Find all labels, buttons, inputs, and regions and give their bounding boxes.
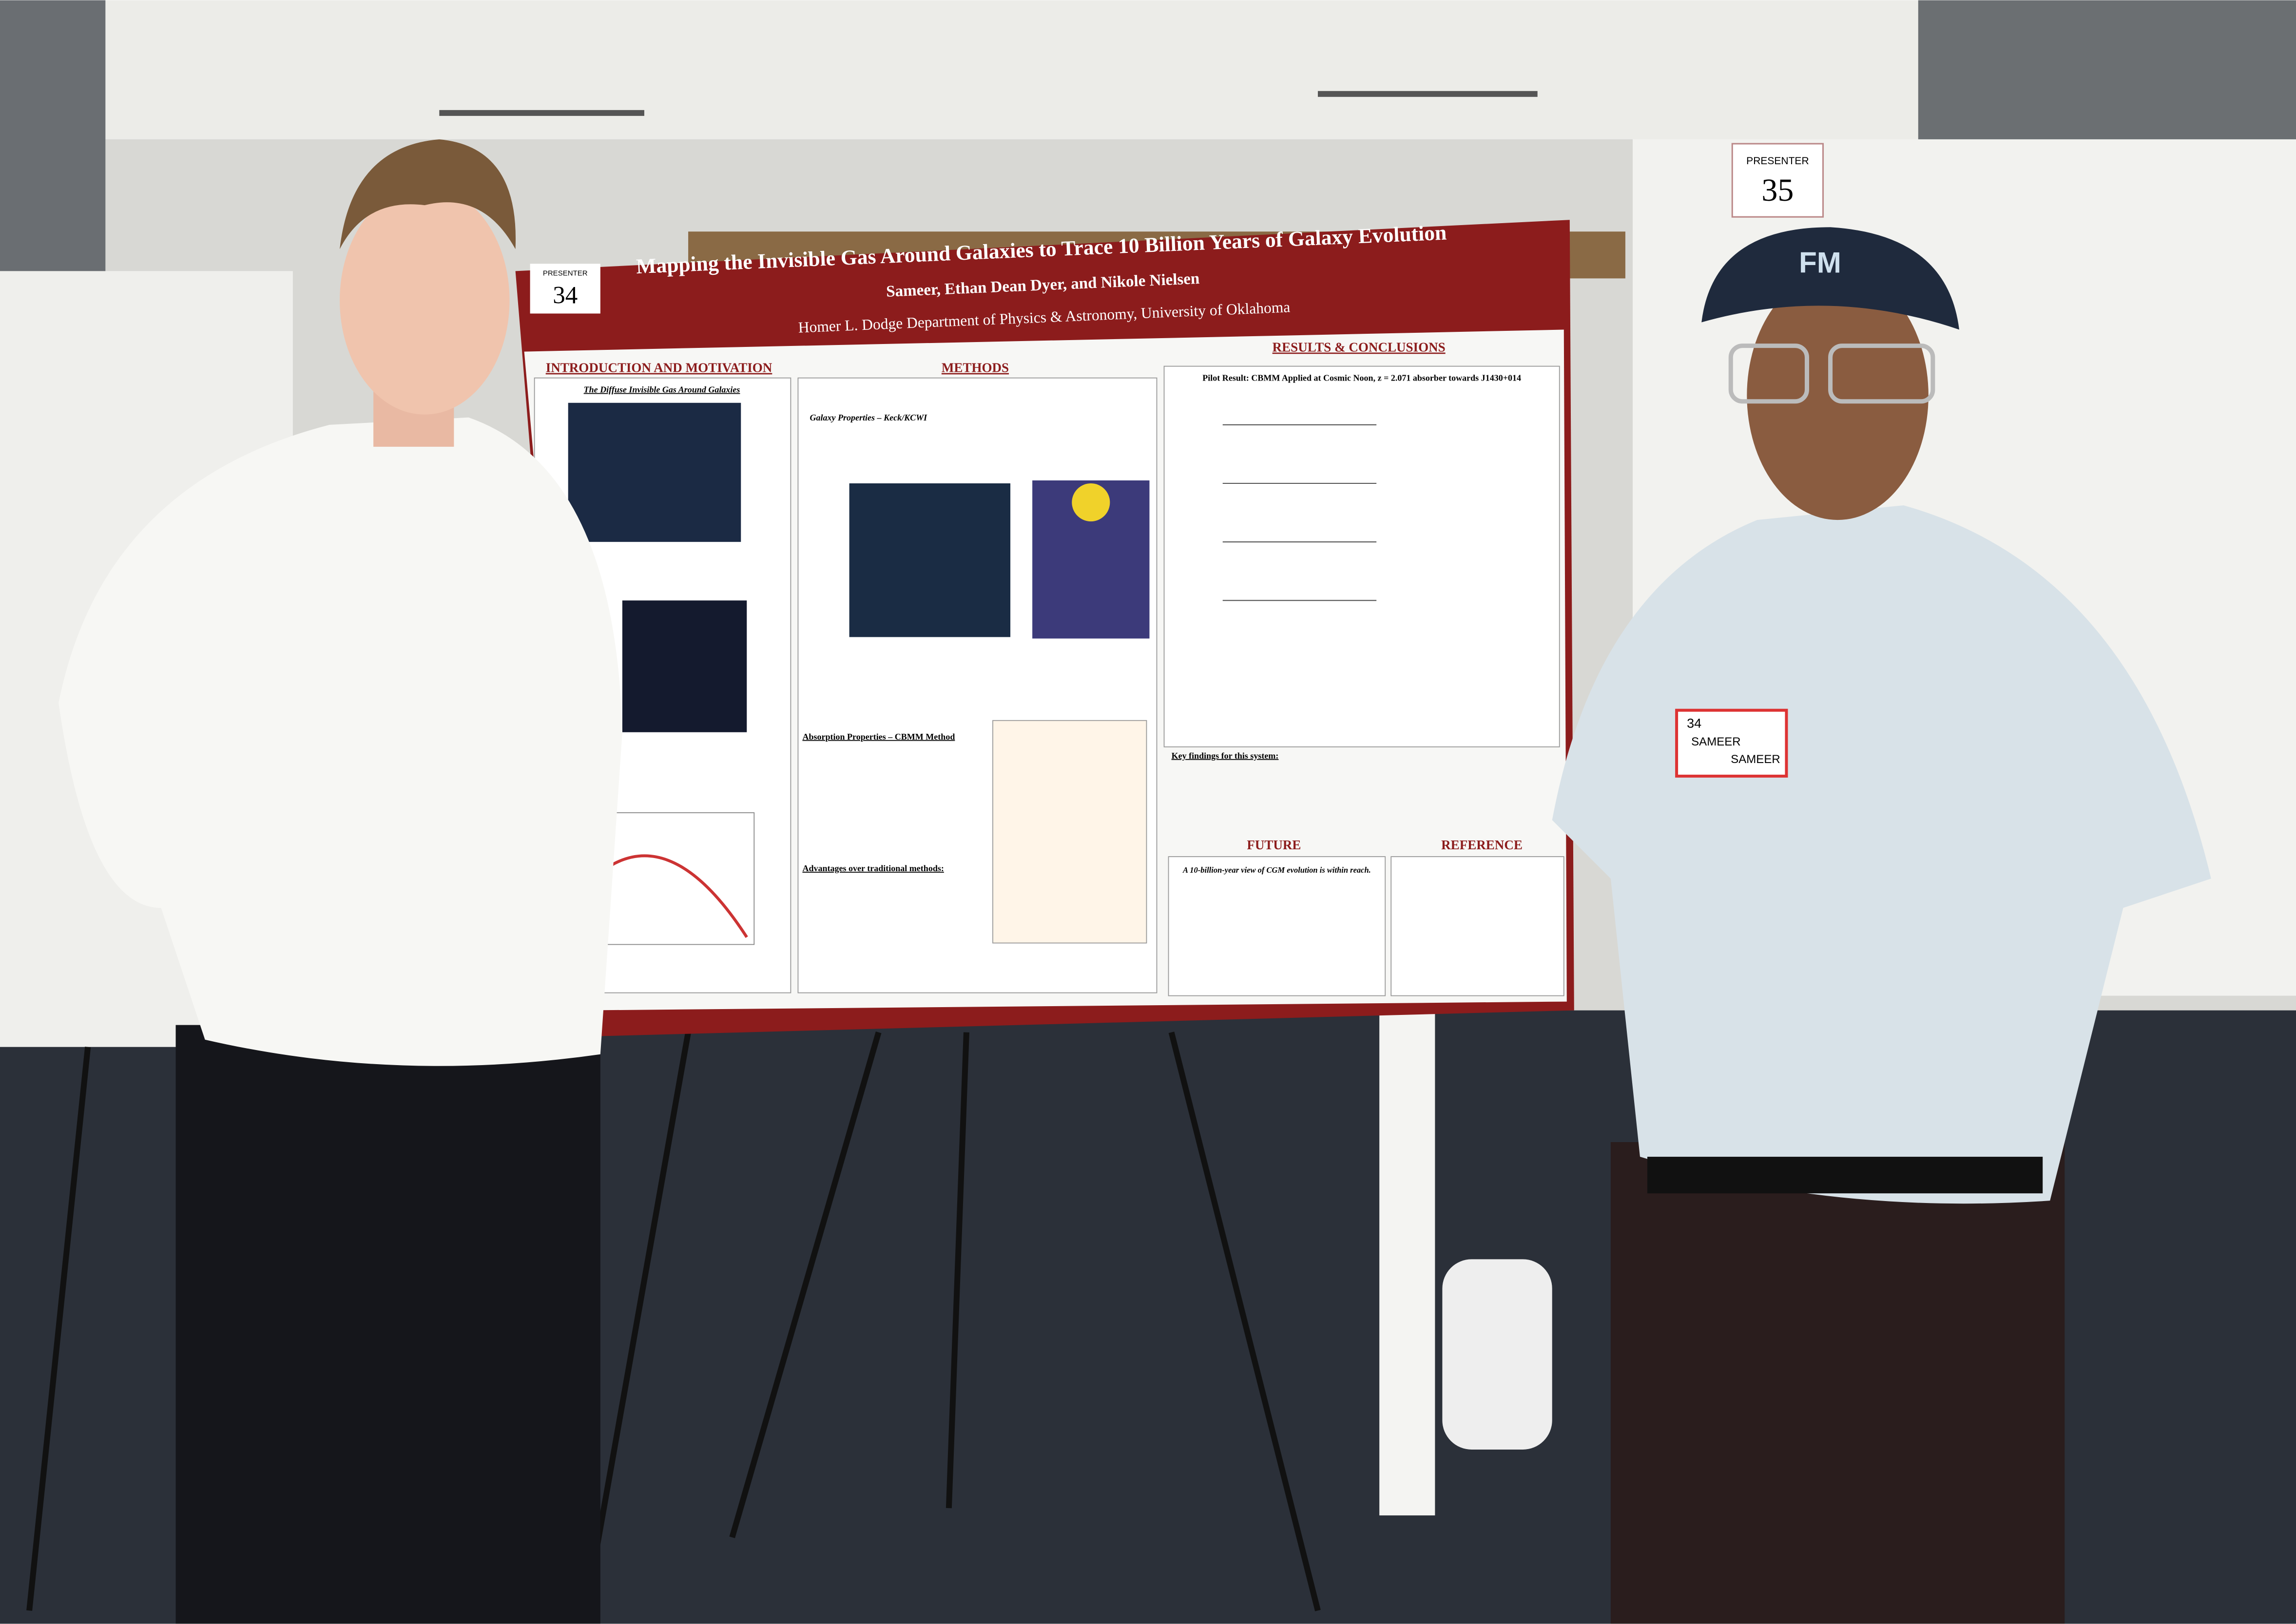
easel-leg (582, 1032, 692, 1611)
name-tag-number: 34 (1687, 716, 1701, 731)
glasses (1828, 344, 1935, 404)
name-tag (1675, 708, 1788, 778)
light-fixture (439, 110, 644, 116)
spectra (1222, 424, 1377, 601)
section-header: FUTURE (1247, 838, 1301, 852)
subsection: Pilot Result: CBMM Applied at Cosmic Noo… (1202, 373, 1521, 383)
image (849, 483, 1011, 637)
bag (1442, 1259, 1552, 1450)
section-header: METHODS (942, 361, 1009, 375)
section-header: REFERENCE (1441, 838, 1523, 852)
presenter-label: PRESENTER (1746, 155, 1809, 167)
presenter-number: 35 (1761, 172, 1794, 208)
belt (1647, 1157, 2043, 1194)
subsection: A 10-billion-year view of CGM evolution … (1182, 865, 1371, 875)
subsection: Absorption Properties – CBMM Method (802, 732, 955, 742)
right-person-head (1747, 271, 1929, 520)
presenter-label: PRESENTER (543, 269, 588, 277)
illustration (568, 402, 741, 542)
left-person-pants (175, 1025, 600, 1624)
name-tag-name: SAMEER (1691, 735, 1740, 748)
pole (1379, 1010, 1435, 1516)
section-header: INTRODUCTION AND MOTIVATION (546, 361, 772, 375)
glasses (1728, 344, 1810, 404)
easel-leg (945, 1032, 969, 1509)
future-panel (1168, 856, 1386, 996)
image-blob (1072, 483, 1110, 522)
left-person-shirt (58, 417, 622, 1066)
easel-leg (26, 1047, 91, 1611)
right-person-shirt (1552, 505, 2211, 1204)
flowchart (992, 720, 1147, 944)
left-person-head (340, 186, 510, 415)
right-person-cap (1701, 227, 1959, 330)
subsection: Advantages over traditional methods: (802, 863, 944, 873)
subsection: Key findings for this system: (1172, 751, 1279, 761)
right-wall-panel (1918, 0, 2296, 139)
name-tag-name: SAMEER (1731, 753, 1780, 766)
light-fixture (1318, 91, 1538, 97)
cap-logo: FM (1799, 246, 1841, 279)
right-person-pants (1610, 1142, 2065, 1624)
easel-leg (729, 1031, 882, 1538)
presenter-card (530, 264, 600, 314)
subsection: The Diffuse Invisible Gas Around Galaxie… (584, 385, 740, 395)
ceiling (0, 0, 2296, 139)
easel-leg (1168, 1032, 1321, 1611)
left-wall-panel (0, 0, 106, 293)
illustration (622, 600, 747, 732)
left-person-hair (340, 139, 516, 249)
references-panel (1390, 856, 1564, 996)
presenter-number: 34 (553, 281, 578, 309)
presenter-card (1731, 143, 1824, 218)
subsection: Galaxy Properties – Keck/KCWI (810, 413, 927, 422)
results-panel (1163, 365, 1560, 747)
section-header: RESULTS & CONCLUSIONS (1273, 340, 1446, 355)
